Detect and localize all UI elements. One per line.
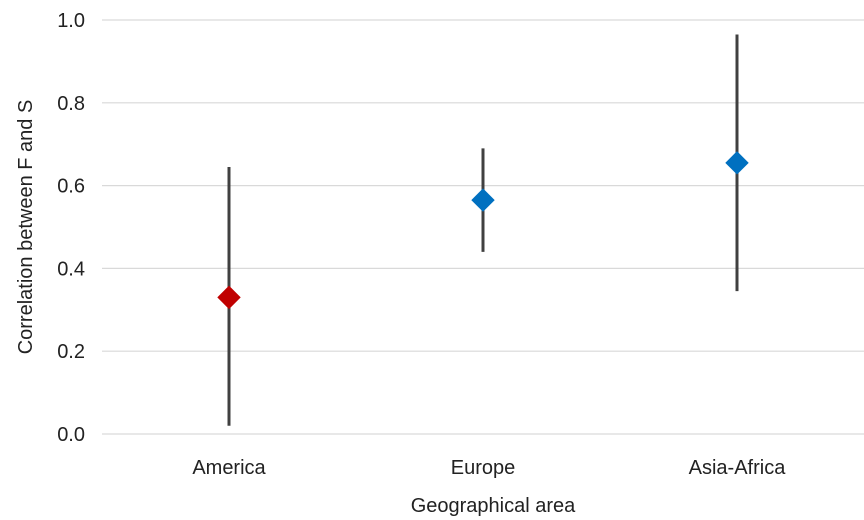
diamond-marker <box>725 151 749 175</box>
y-tick-label: 1.0 <box>57 10 85 32</box>
x-axis-title: Geographical area <box>411 495 576 517</box>
y-tick-label: 0.8 <box>57 93 85 115</box>
x-tick-label: Europe <box>451 457 516 479</box>
y-tick-label: 0.2 <box>57 341 85 363</box>
diamond-marker <box>217 285 241 310</box>
diamond-marker <box>471 188 495 212</box>
x-tick-label: America <box>192 457 266 479</box>
y-axis-title: Correlation between F and S <box>15 100 37 355</box>
y-tick-label: 0.6 <box>57 176 85 198</box>
error-bars <box>227 34 739 426</box>
point-markers <box>217 151 749 310</box>
x-tick-label: Asia-Africa <box>689 457 787 479</box>
y-tick-label: 0.4 <box>57 258 85 280</box>
y-tick-labels: 0.0 0.2 0.4 0.6 0.8 1.0 <box>57 10 85 446</box>
y-tick-label: 0.0 <box>57 424 85 446</box>
x-tick-labels: America Europe Asia-Africa <box>192 457 786 479</box>
